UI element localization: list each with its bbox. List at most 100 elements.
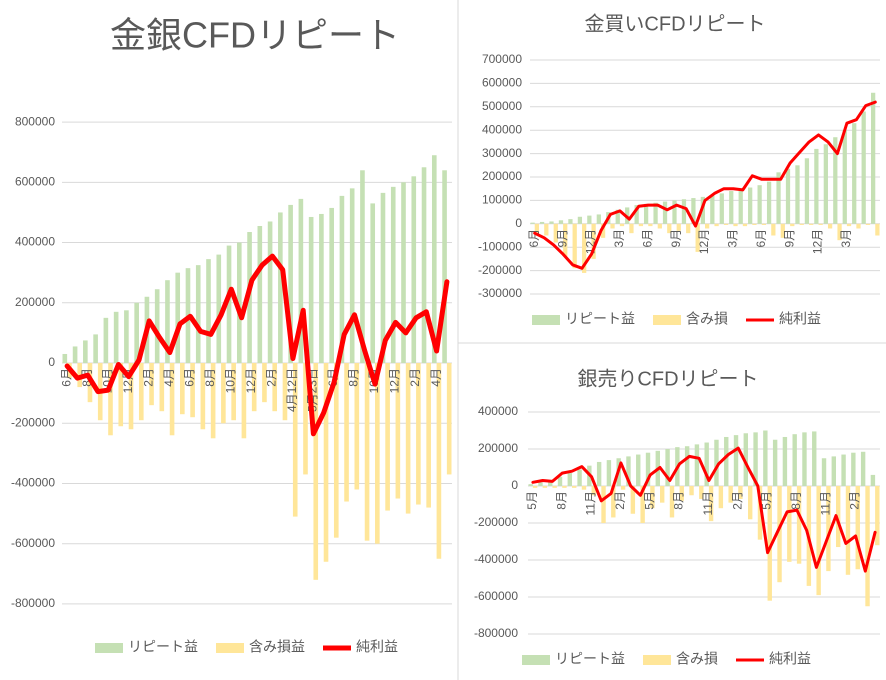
chart: 金買いCFDリピート -300000 -200000 -100000 0 100000 20…: [478, 12, 880, 327]
bar: [221, 363, 226, 424]
legend-label: 純利益: [356, 639, 398, 655]
bar: [251, 363, 257, 412]
bar: [446, 363, 452, 475]
y-tick-label: -100000: [478, 239, 522, 253]
bar: [714, 223, 719, 227]
bar: [411, 176, 417, 364]
bar: [629, 223, 634, 234]
legend-swatch: [216, 643, 244, 653]
y-tick-label: -200000: [11, 415, 55, 429]
bar: [62, 353, 68, 364]
bar: [354, 363, 360, 490]
bar: [855, 486, 860, 570]
legend-swatch: [532, 315, 560, 325]
bar: [436, 363, 442, 559]
bar: [653, 202, 658, 224]
bar: [875, 486, 880, 546]
bar: [814, 148, 819, 224]
bar: [530, 222, 535, 224]
x-tick-label: 9月: [555, 229, 569, 248]
line: [533, 100, 877, 270]
bar: [323, 363, 329, 562]
bar: [154, 289, 160, 364]
bar: [845, 486, 851, 575]
bar: [567, 473, 572, 486]
bar: [827, 223, 833, 229]
x-tick-label: 12月: [811, 229, 825, 254]
bar: [303, 363, 308, 475]
bar: [581, 486, 587, 490]
bar: [134, 302, 139, 364]
bar: [795, 165, 800, 224]
bar: [669, 486, 675, 518]
x-tick-label: 2月: [265, 368, 279, 387]
bar: [660, 486, 665, 503]
bar: [278, 212, 283, 364]
bar: [159, 363, 165, 412]
bar: [753, 432, 758, 486]
bar: [282, 363, 288, 421]
x-tick-label: 2月: [613, 491, 627, 510]
bar: [108, 363, 113, 436]
y-tick-label: 0: [515, 216, 522, 230]
bar: [780, 223, 785, 238]
x-tick-label: 11月: [584, 491, 598, 515]
bar: [339, 195, 345, 364]
y-tick-label: -200000: [474, 515, 518, 529]
bar: [557, 476, 563, 486]
bar: [650, 486, 655, 509]
y-tick-label: 200000: [482, 169, 522, 183]
bar: [638, 223, 644, 227]
chart: 銀売りCFDリピート -800000 -600000 -400000 -200000 0 2…: [474, 367, 880, 667]
bar: [572, 223, 577, 269]
bar: [93, 334, 98, 364]
x-tick-label: 4月: [162, 368, 176, 387]
legend-label: リピート益: [565, 311, 635, 327]
bar: [532, 486, 538, 488]
bar: [733, 223, 738, 227]
line: [64, 253, 450, 437]
line: [531, 446, 877, 573]
bar: [596, 214, 601, 224]
x-tick-label: 12月: [388, 368, 402, 393]
x-tick-label: 3月: [839, 229, 853, 248]
x-tick-label: 9月: [782, 229, 796, 248]
bar: [771, 223, 776, 236]
bar: [124, 310, 129, 364]
y-tick-label: 400000: [478, 404, 518, 418]
bar: [757, 185, 762, 224]
bar: [856, 223, 861, 229]
bar: [568, 219, 573, 224]
bar: [241, 363, 247, 439]
x-tick-label: 12月: [697, 229, 711, 254]
x-tick-label: 4月12日: [285, 368, 299, 412]
bar: [763, 430, 768, 486]
bar: [175, 272, 181, 364]
bar: [562, 486, 567, 488]
bar: [645, 452, 651, 486]
bar: [591, 486, 596, 496]
chart-title: 金買いCFDリピート: [584, 12, 765, 35]
bar: [694, 444, 700, 486]
bar: [804, 158, 810, 224]
bar: [837, 223, 842, 241]
bar: [676, 223, 681, 231]
bar: [875, 223, 880, 236]
bar: [787, 486, 792, 562]
x-tick-label: 10月: [224, 368, 238, 393]
bar: [552, 486, 557, 488]
bar: [149, 363, 154, 406]
bar: [799, 223, 804, 225]
x-tick-label: 6月: [640, 229, 654, 248]
bar: [349, 188, 355, 364]
bar: [195, 265, 201, 364]
x-tick-label: 3月: [612, 229, 626, 248]
bar: [772, 439, 778, 486]
x-tick-label: 12月: [244, 368, 258, 393]
x-tick-label: 11月: [701, 491, 715, 515]
bar: [165, 280, 170, 364]
bar: [743, 433, 748, 486]
bar: [272, 363, 278, 412]
bar: [729, 191, 734, 224]
bar: [662, 201, 668, 224]
